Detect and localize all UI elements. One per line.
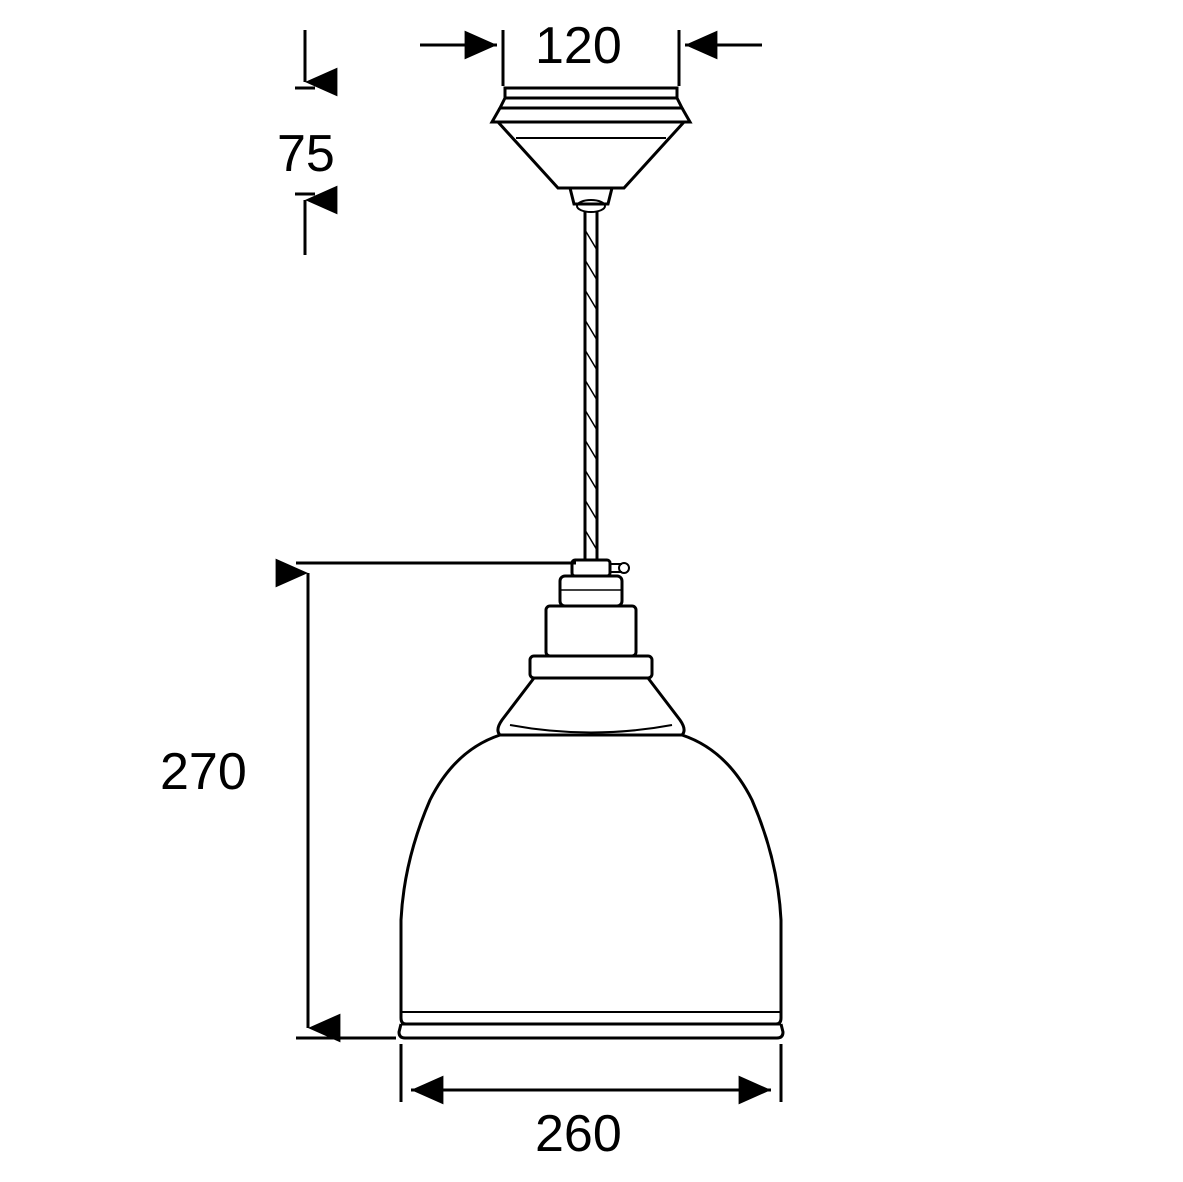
dome-shade <box>399 735 783 1038</box>
label-canopy-width: 120 <box>535 16 622 76</box>
cable <box>585 212 597 560</box>
dimensions <box>295 30 781 1102</box>
label-shade-width: 260 <box>535 1104 622 1164</box>
socket-assembly <box>498 560 684 735</box>
dim-shade-width <box>401 1044 781 1102</box>
technical-drawing-svg <box>0 0 1183 1182</box>
dim-shade-height <box>296 563 576 1038</box>
label-shade-height: 270 <box>160 742 247 802</box>
label-canopy-height: 75 <box>277 124 335 184</box>
ceiling-canopy <box>492 88 690 212</box>
